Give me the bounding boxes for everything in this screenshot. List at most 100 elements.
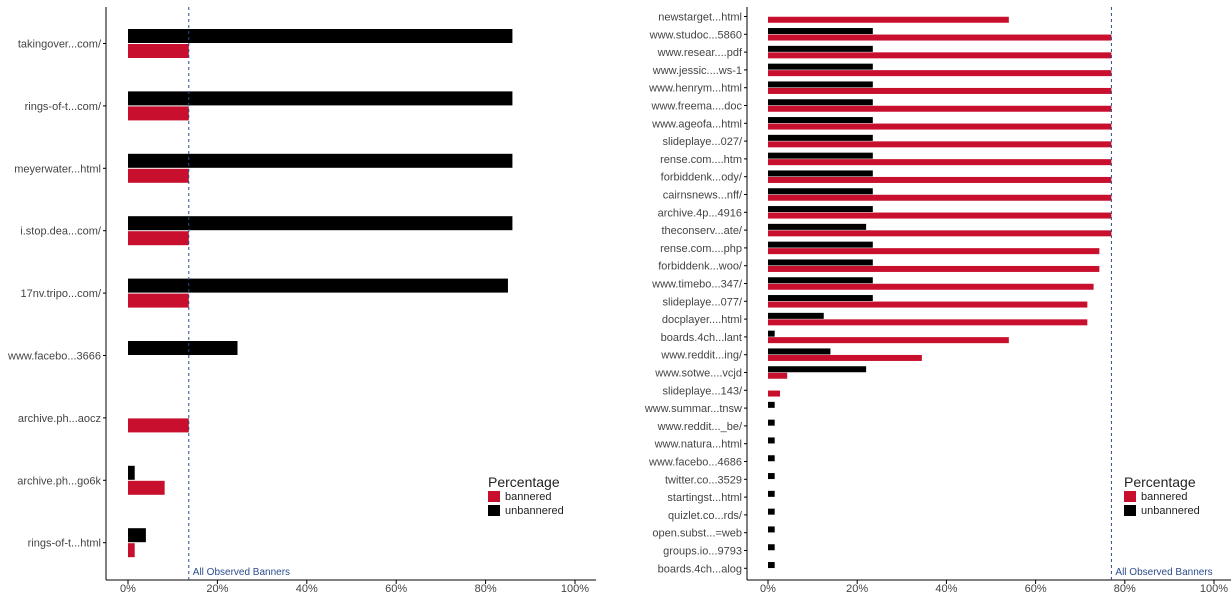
- legend-swatch-bannered: [488, 491, 500, 502]
- bar-unbannered: [768, 241, 873, 248]
- y-tick-label: cairnsnews...nff/: [663, 190, 743, 202]
- reference-line-label: All Observed Banners: [1115, 567, 1212, 578]
- bar-unbannered: [128, 278, 508, 293]
- bar-bannered: [128, 418, 189, 433]
- bar-unbannered: [768, 348, 831, 355]
- bar-bannered: [768, 230, 1112, 237]
- x-tick-label: 60%: [385, 583, 407, 595]
- bar-unbannered: [768, 81, 873, 88]
- bar-bannered: [768, 390, 781, 397]
- bar-bannered: [128, 480, 165, 495]
- bar-unbannered: [768, 223, 867, 230]
- bar-bannered: [768, 87, 1112, 94]
- y-tick-label: www.natura...html: [654, 439, 742, 451]
- y-tick-label: newstarget...html: [658, 12, 742, 24]
- bar-bannered: [768, 105, 1112, 112]
- y-tick-label: rense.com....php: [660, 243, 742, 255]
- legend-swatch-bannered: [1124, 491, 1136, 502]
- y-tick-label: www.studoc...5860: [649, 29, 742, 41]
- x-tick-label: 0%: [120, 583, 136, 595]
- y-tick-label: www.sotwe....vcjd: [654, 368, 742, 380]
- y-tick-label: archive.4p...4916: [658, 207, 742, 219]
- y-tick-label: www.henrym...html: [648, 83, 742, 95]
- bar-bannered: [128, 293, 189, 308]
- bar-bannered: [768, 319, 1088, 326]
- x-tick-label: 80%: [1114, 583, 1136, 595]
- y-tick-label: www.jessic....ws-1: [652, 65, 742, 77]
- bar-unbannered: [128, 91, 513, 106]
- bar-unbannered: [768, 490, 775, 497]
- bar-unbannered: [128, 153, 513, 168]
- y-tick-label: startingst...html: [667, 492, 742, 504]
- bar-bannered: [768, 283, 1094, 290]
- chart-panel-1: 0% 20% 40% 60% 80% 100% takingover...com/rings…: [7, 7, 596, 595]
- y-tick-label: meyerwater...html: [14, 163, 101, 175]
- bar-unbannered: [768, 455, 775, 462]
- y-tick-label: quizlet.co...rds/: [668, 510, 743, 522]
- x-tick-label: 40%: [935, 583, 957, 595]
- bar-unbannered: [768, 63, 873, 70]
- legend-swatch-unbannered: [488, 505, 500, 516]
- bar-unbannered: [768, 259, 873, 266]
- bar-unbannered: [768, 473, 775, 480]
- chart-panel-2: 0% 20% 40% 60% 80% 100% newstarget...html www.s…: [644, 7, 1231, 595]
- x-tick-label: 80%: [475, 583, 497, 595]
- bar-unbannered: [768, 562, 775, 569]
- x-tick-label: 100%: [561, 583, 589, 595]
- y-tick-label: www.freema....doc: [651, 101, 743, 113]
- legend-title: Percentage: [488, 474, 560, 490]
- y-tick-label: www.reddit...ing/: [660, 350, 743, 362]
- bar-unbannered: [768, 295, 873, 302]
- bar-unbannered: [128, 465, 135, 480]
- y-tick-label: www.facebo...3666: [7, 351, 101, 363]
- legend-label-bannered: bannered: [1141, 491, 1188, 503]
- bar-unbannered: [768, 170, 873, 177]
- bar-bannered: [128, 106, 189, 121]
- bar-bannered: [768, 176, 1112, 183]
- legend-swatch-unbannered: [1124, 505, 1136, 516]
- y-tick-label: www.facebo...4686: [648, 457, 742, 469]
- x-tick-label: 100%: [1200, 583, 1228, 595]
- x-tick-label: 20%: [846, 583, 868, 595]
- legend-label-unbannered: unbannered: [505, 505, 564, 517]
- bar-unbannered: [768, 401, 775, 408]
- y-tick-label: rings-of-t...html: [28, 538, 101, 550]
- y-tick-label: twitter.co...3529: [665, 474, 742, 486]
- bar-bannered: [128, 44, 189, 58]
- bar-unbannered: [768, 419, 775, 426]
- y-tick-label: slideplaye...077/: [663, 296, 743, 308]
- bar-bannered: [768, 70, 1112, 77]
- bar-bannered: [768, 248, 1100, 255]
- y-tick-label: archive.ph...go6k: [17, 475, 101, 487]
- bar-unbannered: [768, 99, 873, 106]
- bar-bannered: [768, 52, 1112, 59]
- y-tick-label: archive.ph...aocz: [18, 413, 101, 425]
- x-tick-label: 20%: [206, 583, 228, 595]
- y-tick-label: docplayer....html: [662, 314, 742, 326]
- bar-unbannered: [128, 29, 513, 43]
- bar-unbannered: [768, 330, 775, 337]
- legend-title: Percentage: [1124, 474, 1196, 490]
- y-tick-label: groups.io...9793: [663, 546, 742, 558]
- bar-bannered: [128, 168, 189, 183]
- bar-bannered: [768, 372, 788, 379]
- bar-unbannered: [768, 117, 873, 124]
- y-tick-label: boards.4ch...lant: [661, 332, 742, 344]
- bar-unbannered: [768, 206, 873, 213]
- bar-unbannered: [768, 312, 824, 319]
- y-tick-label: boards.4ch...alog: [658, 563, 742, 575]
- y-tick-label: i.stop.dea...com/: [20, 226, 102, 238]
- bar-unbannered: [768, 188, 873, 195]
- bar-bannered: [768, 337, 1009, 344]
- bar-bannered: [768, 141, 1112, 148]
- y-tick-label: open.subst...=web: [652, 528, 742, 540]
- bar-unbannered: [768, 45, 873, 52]
- y-tick-label: rings-of-t...com/: [25, 101, 102, 113]
- bar-unbannered: [768, 526, 775, 533]
- y-tick-label: www.ageofa...html: [651, 118, 742, 130]
- x-tick-label: 40%: [296, 583, 318, 595]
- bar-bannered: [768, 16, 1009, 23]
